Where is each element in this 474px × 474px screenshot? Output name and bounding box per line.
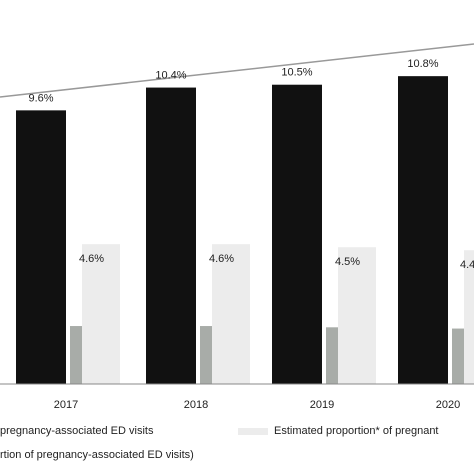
legend-label: rtion of pregnancy-associated ED visits) bbox=[0, 449, 194, 461]
bar-series2-2018 bbox=[200, 326, 212, 384]
bar-series1-2018 bbox=[146, 87, 196, 384]
bars-layer bbox=[16, 76, 474, 385]
data-label-series2-2020: 4.4% bbox=[460, 259, 474, 271]
data-label-series2-2017: 4.6% bbox=[79, 253, 104, 265]
bar-series2-2017 bbox=[70, 326, 82, 384]
data-label-series2-2018: 4.6% bbox=[209, 253, 234, 265]
legend-swatch bbox=[238, 427, 268, 435]
legend-item-estimated-proportion: Estimated proportion* of pregnant bbox=[238, 425, 439, 437]
x-tick-label-2020: 2020 bbox=[436, 399, 460, 411]
bar-series1-2020 bbox=[398, 76, 448, 385]
labels-layer: 9.6% 4.6% 2017 10.4% 4.6% 2018 10.5% 4.5% 2019 10… bbox=[28, 58, 474, 411]
bar-series3-2020 bbox=[464, 250, 474, 384]
bar-series1-2017 bbox=[16, 110, 66, 384]
x-tick-label-2017: 2017 bbox=[54, 399, 78, 411]
trend-line bbox=[0, 43, 474, 98]
legend-item-pregnancy-ed-visits: pregnancy-associated ED visits bbox=[0, 425, 153, 437]
data-label-series1-2017: 9.6% bbox=[28, 92, 53, 104]
data-label-series1-2018: 10.4% bbox=[155, 70, 186, 82]
data-label-series1-2020: 10.8% bbox=[407, 58, 438, 70]
bar-series1-2019 bbox=[272, 84, 322, 384]
bar-series3-2018 bbox=[212, 244, 250, 384]
bar-series3-2019 bbox=[338, 247, 376, 384]
data-label-series1-2019: 10.5% bbox=[281, 67, 312, 79]
x-tick-label-2018: 2018 bbox=[184, 399, 208, 411]
legend-label: Estimated proportion* of pregnant bbox=[274, 425, 439, 437]
bar-series2-2020 bbox=[452, 328, 464, 384]
bar-series2-2019 bbox=[326, 327, 338, 384]
data-label-series2-2019: 4.5% bbox=[335, 256, 360, 268]
legend-label: pregnancy-associated ED visits bbox=[0, 425, 154, 437]
x-tick-label-2019: 2019 bbox=[310, 399, 334, 411]
bar-series3-2017 bbox=[82, 244, 120, 384]
legend-item-proportion-ed-visits: rtion of pregnancy-associated ED visits) bbox=[0, 449, 194, 461]
